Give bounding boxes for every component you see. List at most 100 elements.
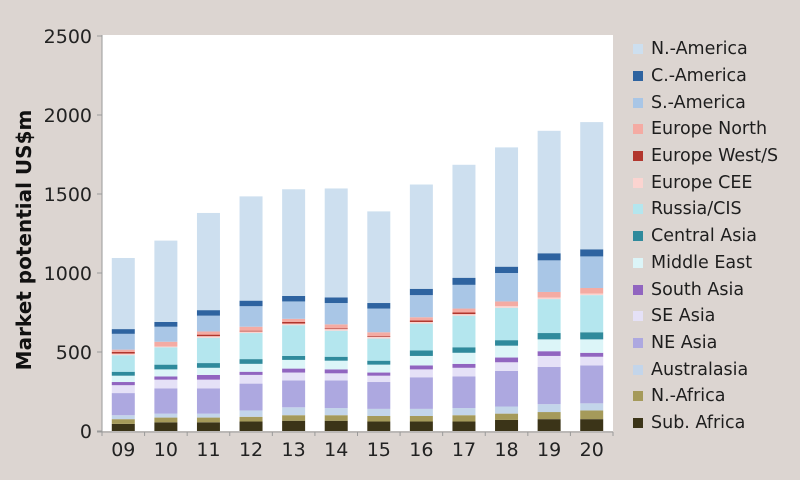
bar-segment-c-america: [324, 297, 348, 304]
bar-stack-14: [324, 188, 348, 431]
bar-segment-europe-cee: [111, 353, 135, 356]
bar-segment-europe-west-s: [409, 320, 433, 322]
bar-stack-19: [537, 130, 561, 431]
bar-segment-s-america: [196, 315, 220, 332]
bar-segment-s-america: [580, 256, 604, 289]
x-tick-label: 14: [324, 439, 348, 461]
bar-segment-central-asia: [324, 356, 348, 361]
bar-segment-n-africa: [537, 412, 561, 420]
bar-segment-n-africa: [367, 415, 391, 422]
bar-segment-ne-asia: [537, 367, 561, 405]
bar-segment-central-asia: [282, 355, 306, 360]
legend-swatch-icon: [633, 311, 643, 322]
bar-segment-n-africa: [111, 419, 135, 424]
bar-segment-europe-west-s: [367, 336, 391, 337]
bar-segment-s-america: [154, 326, 178, 342]
legend-label: N.-Africa: [651, 386, 726, 407]
bar-segment-central-asia: [452, 347, 476, 353]
bar-segment-s-america: [282, 301, 306, 319]
legend-item: N.-America: [633, 36, 778, 63]
legend: N.-America C.-America S.-America Europe Nor…: [633, 36, 778, 436]
bar-segment-europe-west-s: [239, 330, 263, 332]
legend-label: Australasia: [651, 359, 749, 380]
legend-swatch-icon: [633, 204, 643, 215]
legend-label: South Asia: [651, 279, 745, 300]
bar-segment-europe-north: [239, 326, 263, 331]
bar-segment-europe-cee: [495, 306, 519, 308]
bar-segment-south-asia: [580, 352, 604, 357]
bar-segment-australasia: [324, 408, 348, 416]
bar-segment-s-america: [537, 260, 561, 292]
bar-segment-russia-cis: [452, 315, 476, 348]
bar-stack-10: [154, 240, 178, 431]
bar-segment-europe-cee: [154, 346, 178, 348]
bar-segment-europe-cee: [580, 293, 604, 296]
legend-item: Russia/CIS: [633, 196, 778, 223]
bar-segment-central-asia: [367, 360, 391, 365]
legend-item: Sub. Africa: [633, 410, 778, 437]
bar-segment-middle-east: [239, 363, 263, 372]
bar-segment-europe-west-s: [196, 334, 220, 337]
bar-stack-18: [495, 147, 519, 431]
bar-segment-ne-asia: [282, 380, 306, 408]
bar-segment-europe-cee: [239, 331, 263, 334]
bar-segment-europe-cee: [537, 297, 561, 300]
bar-segment-central-asia: [495, 340, 519, 346]
bar-segment-europe-north: [495, 301, 519, 307]
bar-segment-europe-cee: [409, 321, 433, 324]
bar-stack-12: [239, 196, 263, 431]
bar-segment-ne-asia: [154, 388, 178, 414]
bar-segment-se-asia: [537, 355, 561, 368]
bar-segment-se-asia: [239, 374, 263, 384]
legend-swatch-icon: [633, 231, 643, 242]
legend-label: Sub. Africa: [651, 412, 746, 433]
bar-segment-central-asia: [537, 333, 561, 340]
bar-segment-australasia: [154, 413, 178, 418]
bar-segment-n-africa: [154, 417, 178, 423]
bar-segment-s-america: [367, 308, 391, 333]
bar-segment-europe-north: [324, 324, 348, 329]
bar-segment-australasia: [409, 408, 433, 416]
bar-segment-n-america: [196, 212, 220, 311]
legend-item: Australasia: [633, 356, 778, 383]
bar-segment-s-america: [111, 333, 135, 350]
x-tick-label: 16: [409, 439, 433, 461]
bar-segment-central-asia: [239, 359, 263, 364]
bar-stack-16: [409, 184, 433, 431]
bar-segment-russia-cis: [495, 307, 519, 341]
legend-swatch-icon: [633, 124, 643, 135]
legend-swatch-icon: [633, 391, 643, 402]
bar-segment-c-america: [282, 295, 306, 302]
bar-segment-central-asia: [196, 363, 220, 368]
bar-segment-australasia: [111, 415, 135, 420]
bar-segment-europe-west-s: [111, 352, 135, 354]
x-tick-label: 09: [111, 439, 135, 461]
bar-segment-n-africa: [452, 415, 476, 422]
legend-swatch-icon: [633, 97, 643, 108]
bar-segment-c-america: [537, 253, 561, 261]
x-tick-label: 10: [154, 439, 178, 461]
bar-segment-se-asia: [580, 356, 604, 366]
legend-item: C.-America: [633, 63, 778, 90]
y-ticks-group: 0 500 1000 1500 2000 2500: [44, 26, 102, 443]
legend-swatch-icon: [633, 44, 643, 55]
x-tick-label: 19: [537, 439, 561, 461]
legend-label: Middle East: [651, 252, 753, 273]
bar-segment-europe-west-s: [452, 312, 476, 315]
bar-segment-c-america: [452, 277, 476, 285]
bar-segment-sub-africa: [495, 419, 519, 431]
bar-segment-europe-cee: [282, 323, 306, 326]
legend-item: SE Asia: [633, 303, 778, 330]
bar-segment-n-africa: [196, 417, 220, 423]
bar-segment-sub-africa: [282, 420, 306, 431]
bar-segment-europe-north: [537, 291, 561, 298]
bar-segment-sub-africa: [239, 421, 263, 431]
legend-item: Middle East: [633, 250, 778, 277]
bar-segment-n-africa: [495, 413, 519, 420]
bar-segment-russia-cis: [282, 325, 306, 356]
bar-segment-central-asia: [580, 332, 604, 340]
bar-stack-11: [196, 212, 220, 431]
bar-segment-ne-asia: [495, 370, 519, 407]
bar-segment-europe-north: [154, 341, 178, 347]
